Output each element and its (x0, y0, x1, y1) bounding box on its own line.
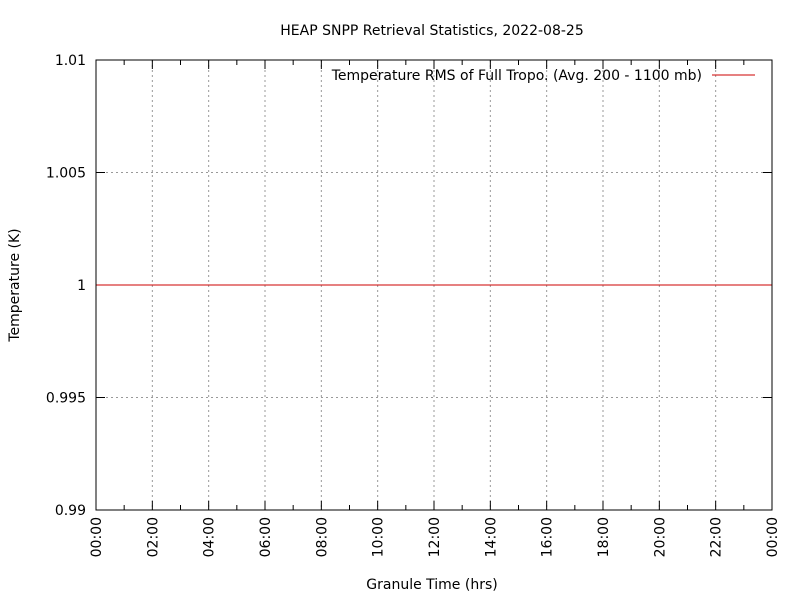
x-tick-label: 20:00 (652, 517, 668, 557)
y-tick-label: 1.01 (55, 53, 86, 69)
x-tick-label: 06:00 (258, 517, 274, 557)
x-tick-label: 00:00 (765, 517, 781, 557)
y-axis-label: Temperature (K) (7, 228, 23, 342)
legend: Temperature RMS of Full Tropo. (Avg. 200… (331, 68, 755, 84)
x-tick-labels: 00:00 02:00 04:00 06:00 08:00 10:00 12:00 14:00… (89, 517, 781, 557)
plot-frame (95, 59, 773, 511)
x-tick-label: 14:00 (483, 517, 499, 557)
x-tick-label: 04:00 (202, 517, 218, 557)
y-tick-label: 1 (77, 278, 86, 294)
x-tick-label: 08:00 (314, 517, 330, 557)
legend-label: Temperature RMS of Full Tropo. (Avg. 200… (331, 68, 702, 84)
y-tick-label: 1.005 (46, 166, 86, 182)
x-tick-label: 12:00 (427, 517, 443, 557)
y-tick-label: 0.99 (55, 503, 86, 519)
x-tick-label: 02:00 (145, 517, 161, 557)
x-tick-label: 16:00 (540, 517, 556, 557)
x-tick-label: 18:00 (596, 517, 612, 557)
y-tick-label: 0.995 (46, 391, 86, 407)
x-tick-label: 10:00 (371, 517, 387, 557)
x-tick-label: 22:00 (709, 517, 725, 557)
y-tick-labels: 0.99 0.995 1 1.005 1.01 (46, 53, 86, 519)
chart-title: HEAP SNPP Retrieval Statistics, 2022-08-… (280, 23, 583, 39)
x-tick-label: 00:00 (89, 517, 105, 557)
x-axis-label: Granule Time (hrs) (366, 577, 497, 593)
